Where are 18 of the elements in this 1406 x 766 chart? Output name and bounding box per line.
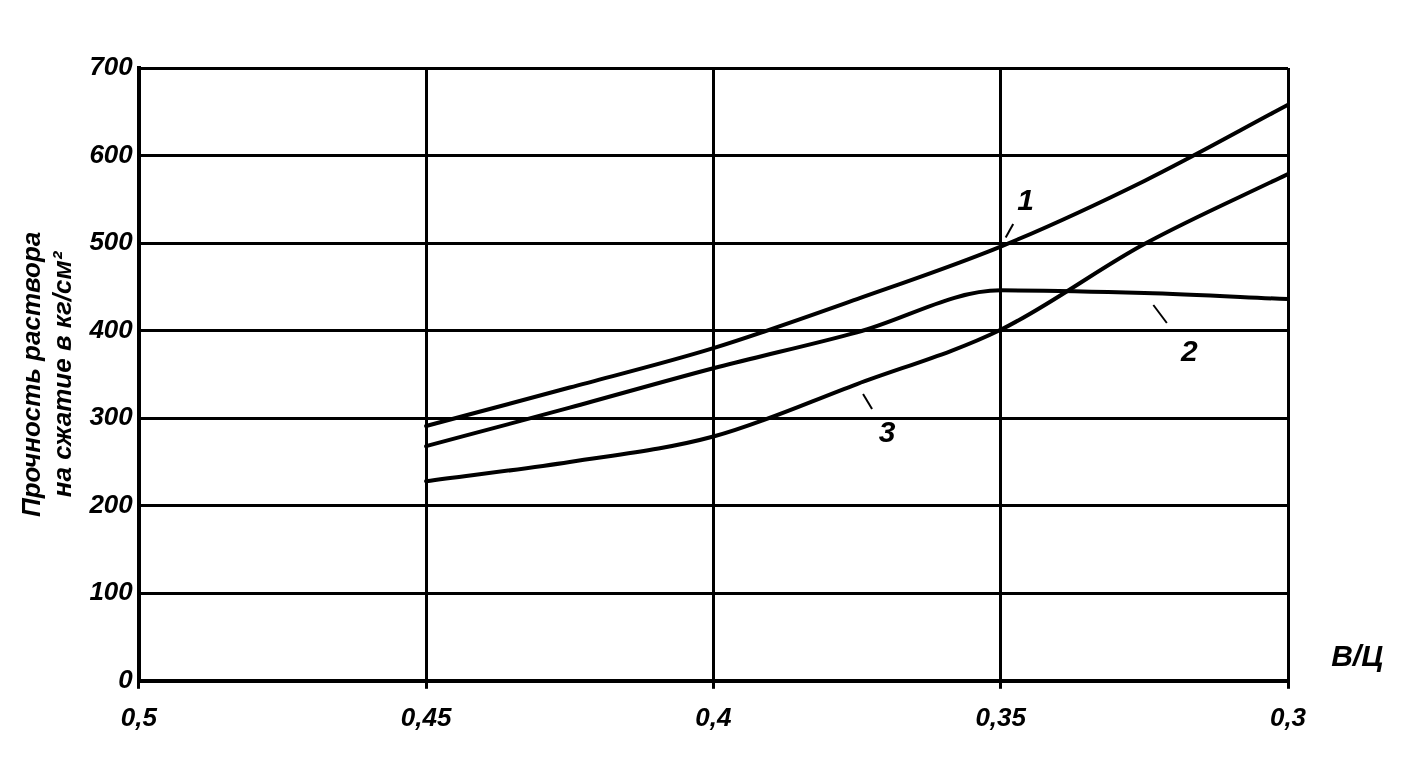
y-axis-title: Прочность раствора на сжатие в кг/см² [15, 231, 77, 518]
x-axis-title: В/Ц [1331, 639, 1384, 673]
x-tick-label: 0,3 [1269, 701, 1307, 732]
x-tick-label: 0,4 [695, 701, 732, 732]
y-tick-label: 0 [118, 663, 134, 694]
y-tick-label: 200 [88, 488, 134, 519]
y-tick-label: 300 [89, 401, 134, 432]
series-label: 1 [1017, 182, 1035, 216]
legend-label: 3 [878, 415, 896, 449]
y-tick-label: 500 [89, 226, 134, 257]
x-tick-label: 0,45 [400, 701, 452, 732]
y-tick-label: 700 [89, 51, 134, 82]
y-tick-label: 100 [89, 576, 134, 607]
y-tick-label: 600 [89, 138, 134, 169]
y-tick-label: 400 [88, 313, 134, 344]
x-tick-label: 0,5 [120, 701, 158, 732]
x-tick-label: 0,35 [975, 701, 1027, 732]
legend-label: 2 [1180, 334, 1198, 368]
